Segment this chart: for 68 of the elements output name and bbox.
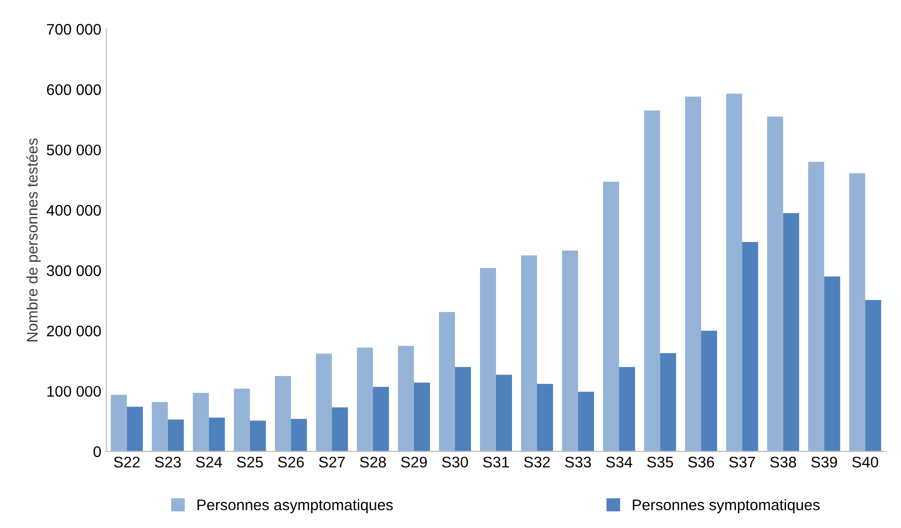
bar (110, 394, 127, 452)
x-tick-label: S28 (360, 456, 386, 468)
y-tick-label: 700 000 (47, 24, 101, 35)
bar (290, 418, 307, 452)
x-tick-label: S25 (236, 456, 263, 468)
x-tick-label: S29 (401, 456, 427, 468)
x-tick-label: S37 (729, 456, 755, 468)
bar (562, 250, 578, 452)
y-tick-label: 200 000 (47, 326, 101, 336)
bar (332, 407, 348, 452)
bar (316, 354, 332, 452)
bar (726, 94, 742, 452)
bar (398, 346, 414, 452)
x-tick-label: S26 (278, 456, 304, 468)
bar (192, 392, 209, 452)
bar (537, 384, 554, 452)
x-tick-label: S23 (154, 456, 181, 468)
bar (356, 348, 373, 452)
y-axis-title: Nombre de personnes testées (26, 138, 41, 342)
y-tick-label: 300 000 (46, 265, 101, 276)
bar (126, 406, 143, 452)
bar (274, 376, 291, 452)
bar (414, 382, 430, 452)
bar (824, 276, 840, 452)
bar (767, 116, 784, 452)
bar (480, 268, 496, 452)
x-tick-label: S36 (688, 456, 714, 468)
x-tick-label: S30 (442, 456, 468, 468)
y-tick-label: 0 (94, 446, 101, 458)
bar (849, 173, 866, 452)
x-tick-label: S35 (647, 456, 674, 468)
bar (234, 388, 250, 452)
x-tick-label: S33 (565, 456, 591, 468)
bar (603, 182, 620, 452)
bar (619, 366, 636, 452)
x-tick-label: S34 (606, 456, 632, 468)
bar (372, 386, 389, 452)
x-tick-label: S38 (770, 456, 796, 468)
bar (168, 419, 184, 452)
x-tick-label: S32 (524, 456, 550, 468)
legend-label: Personnes symptomatiques (632, 499, 820, 514)
y-tick-label: 600 000 (47, 84, 101, 96)
y-tick-label: 400 000 (46, 204, 101, 216)
bar (250, 420, 266, 452)
bar (701, 330, 718, 452)
x-tick-label: S24 (196, 456, 222, 468)
bar (152, 402, 168, 452)
bar (438, 312, 455, 452)
bar (660, 353, 676, 452)
bar (783, 213, 800, 452)
y-tick-label: 100 000 (47, 386, 101, 397)
x-tick-label: S39 (811, 456, 838, 468)
bar (578, 392, 594, 452)
bar (742, 242, 758, 452)
bar (521, 255, 538, 452)
bar (644, 110, 660, 452)
x-tick-label: S22 (114, 456, 140, 468)
x-tick-label: S27 (319, 456, 345, 468)
x-tick-label: S40 (852, 456, 878, 468)
bar (865, 300, 882, 452)
x-tick-label: S31 (483, 456, 509, 468)
bar (454, 366, 471, 452)
legend-label: Personnes asymptomatiques (198, 499, 393, 514)
y-tick-label: 500 000 (46, 144, 101, 156)
bar (496, 374, 512, 452)
bar (208, 418, 225, 452)
bar (685, 96, 702, 452)
bar (808, 162, 824, 452)
